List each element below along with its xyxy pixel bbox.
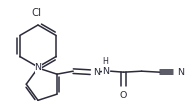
Text: N: N	[93, 68, 100, 77]
Text: Cl: Cl	[31, 8, 41, 18]
Text: N: N	[178, 68, 185, 77]
Text: N: N	[102, 67, 109, 76]
Text: H: H	[103, 57, 108, 66]
Text: O: O	[120, 91, 127, 100]
Text: N: N	[35, 64, 41, 72]
